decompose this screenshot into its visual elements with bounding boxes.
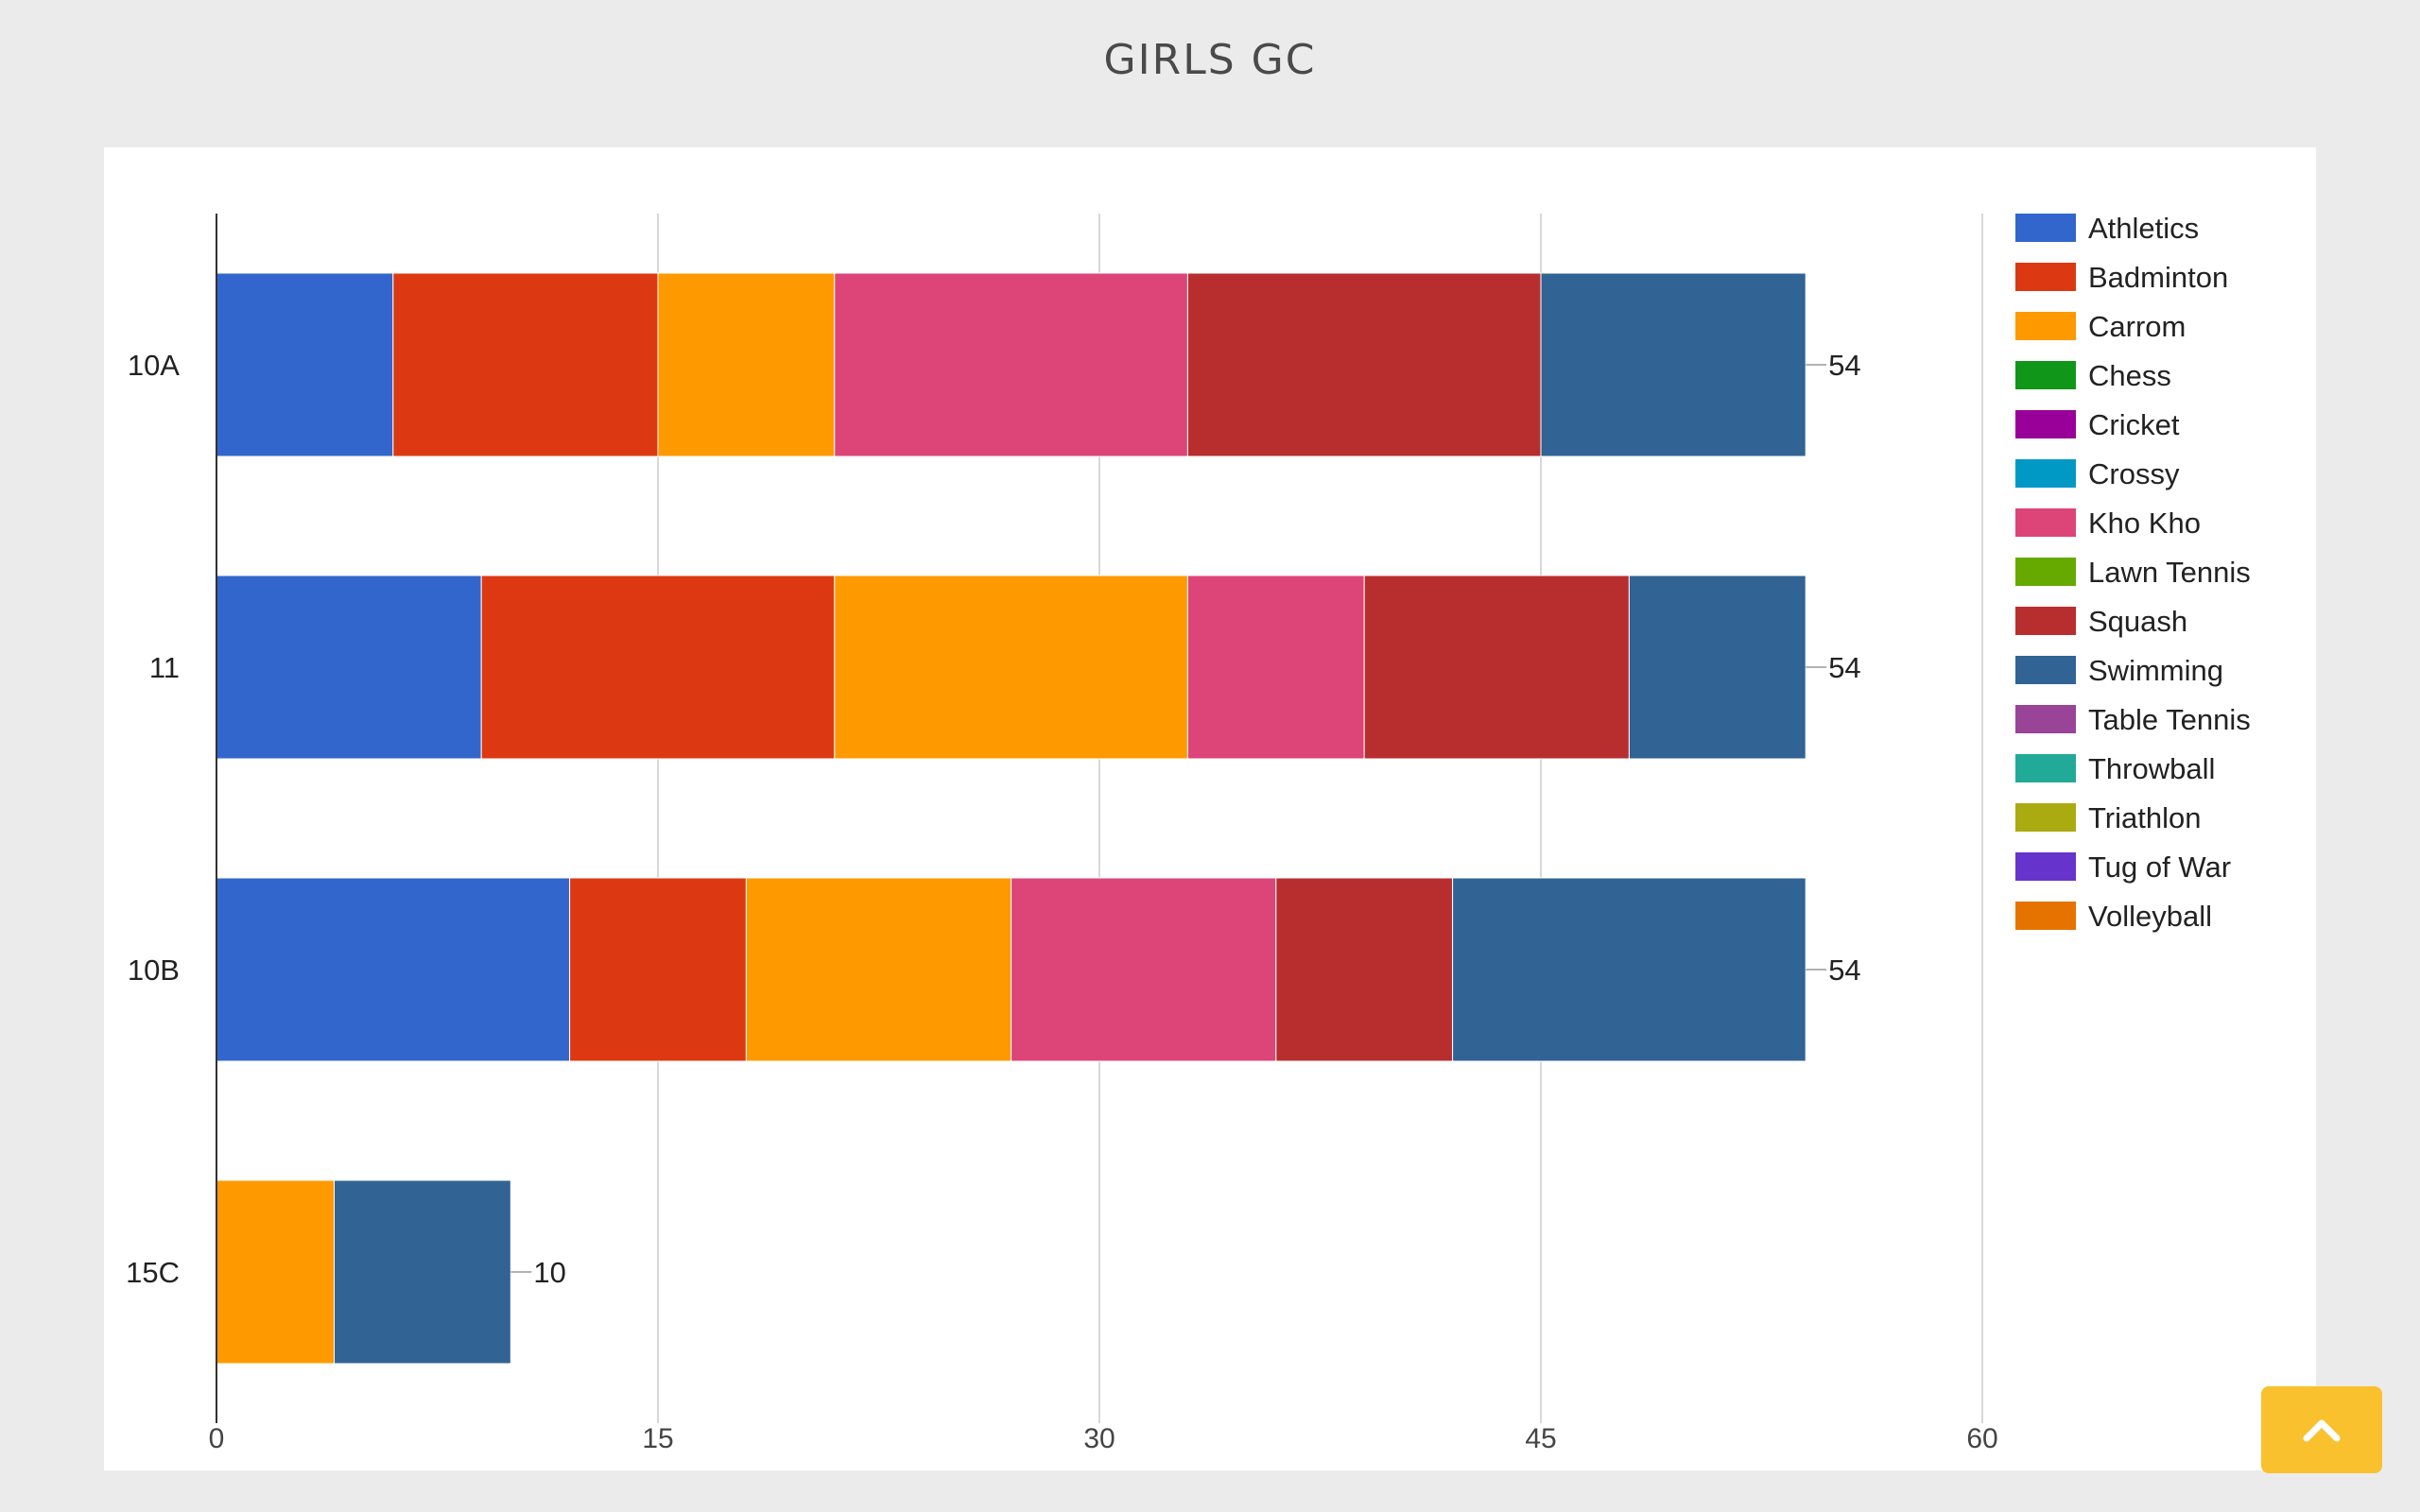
bar-segment-kho-kho[interactable] [1186, 575, 1365, 760]
legend-label: Volleyball [2088, 900, 2212, 933]
legend-swatch [2015, 312, 2076, 340]
bar-segment-athletics[interactable] [216, 877, 571, 1062]
legend-label: Lawn Tennis [2088, 556, 2251, 589]
legend-label: Chess [2088, 359, 2171, 392]
legend-swatch [2015, 852, 2076, 881]
bar-segment-badminton[interactable] [569, 877, 747, 1062]
bars [216, 272, 1806, 1365]
chevron-up-icon [2303, 1419, 2341, 1442]
legend: Athletics Badminton Carrom Chess Cricket Cros… [2015, 212, 2251, 933]
bar-segment-kho-kho[interactable] [1011, 877, 1277, 1062]
bar-segment-badminton[interactable] [392, 272, 659, 457]
legend-label: Athletics [2088, 212, 2199, 245]
legend-swatch [2015, 558, 2076, 586]
legend-label: Cricket [2088, 408, 2180, 441]
y-category-label: 10A [128, 349, 180, 382]
bar-segment-carrom[interactable] [834, 575, 1188, 760]
total-label: 54 [1828, 651, 1860, 684]
legend-swatch [2015, 902, 2076, 930]
bar-segment-swimming[interactable] [1452, 877, 1806, 1062]
legend-swatch [2015, 263, 2076, 291]
legend-swatch [2015, 508, 2076, 537]
legend-item-table-tennis[interactable]: Table Tennis [2015, 703, 2251, 736]
legend-swatch [2015, 410, 2076, 438]
legend-label: Carrom [2088, 310, 2186, 343]
legend-label: Table Tennis [2088, 703, 2251, 736]
stacked-bar-chart: 0 15 30 45 60 10A 54 11 54 10B 54 15C 10 Athletics Ba… [126, 212, 2251, 1454]
legend-item-cricket[interactable]: Cricket [2015, 408, 2180, 441]
legend-item-chess[interactable]: Chess [2015, 359, 2171, 392]
legend-label: Throwball [2088, 752, 2215, 785]
bar-segment-badminton[interactable] [480, 575, 836, 760]
x-tick-label: 0 [209, 1423, 225, 1454]
legend-label: Squash [2088, 605, 2187, 638]
legend-item-throwball[interactable]: Throwball [2015, 752, 2215, 785]
bar-segment-carrom[interactable] [216, 1179, 336, 1365]
y-category-label: 11 [149, 651, 180, 684]
bar-segment-swimming[interactable] [334, 1179, 511, 1365]
axes: 0 15 30 45 60 10A 54 11 54 10B 54 15C 10 [126, 214, 1998, 1454]
legend-swatch [2015, 607, 2076, 635]
legend-swatch [2015, 803, 2076, 832]
x-tick-label: 30 [1083, 1423, 1115, 1454]
legend-item-swimming[interactable]: Swimming [2015, 654, 2223, 687]
legend-label: Kho Kho [2088, 507, 2201, 540]
bar-segment-athletics[interactable] [216, 272, 394, 457]
bar-segment-swimming[interactable] [1628, 575, 1806, 760]
total-label: 54 [1828, 954, 1860, 987]
legend-item-kho-kho[interactable]: Kho Kho [2015, 507, 2201, 540]
legend-item-athletics[interactable]: Athletics [2015, 212, 2199, 245]
bar-segment-carrom[interactable] [657, 272, 836, 457]
scroll-to-top-button[interactable] [2261, 1386, 2382, 1473]
bar-segment-squash[interactable] [1275, 877, 1454, 1062]
bar-segment-swimming[interactable] [1540, 272, 1806, 457]
legend-swatch [2015, 214, 2076, 242]
legend-swatch [2015, 361, 2076, 389]
legend-item-badminton[interactable]: Badminton [2015, 261, 2228, 294]
x-tick-label: 60 [1966, 1423, 1997, 1454]
legend-item-triathlon[interactable]: Triathlon [2015, 801, 2201, 834]
chart-card: 0 15 30 45 60 10A 54 11 54 10B 54 15C 10 Athletics Ba… [104, 147, 2316, 1470]
y-category-label: 15C [126, 1256, 180, 1289]
legend-swatch [2015, 754, 2076, 782]
page-title: GIRLS GC [1103, 36, 1317, 84]
legend-label: Triathlon [2088, 801, 2201, 834]
legend-swatch [2015, 656, 2076, 684]
legend-label: Tug of War [2088, 850, 2231, 884]
total-label: 54 [1828, 349, 1860, 382]
legend-label: Crossy [2088, 457, 2180, 490]
total-label: 10 [533, 1256, 565, 1289]
x-tick-label: 15 [642, 1423, 673, 1454]
legend-item-tug-of-war[interactable]: Tug of War [2015, 850, 2231, 884]
legend-swatch [2015, 459, 2076, 488]
legend-item-carrom[interactable]: Carrom [2015, 310, 2186, 343]
bar-segment-squash[interactable] [1186, 272, 1542, 457]
bar-segment-athletics[interactable] [216, 575, 482, 760]
legend-item-crossy[interactable]: Crossy [2015, 457, 2180, 490]
bar-segment-squash[interactable] [1363, 575, 1630, 760]
bar-segment-carrom[interactable] [745, 877, 1012, 1062]
x-tick-label: 45 [1525, 1423, 1556, 1454]
bar-segment-kho-kho[interactable] [834, 272, 1188, 457]
legend-item-volleyball[interactable]: Volleyball [2015, 900, 2212, 933]
y-category-label: 10B [128, 954, 180, 987]
legend-item-lawn-tennis[interactable]: Lawn Tennis [2015, 556, 2251, 589]
legend-swatch [2015, 705, 2076, 733]
legend-label: Swimming [2088, 654, 2223, 687]
legend-label: Badminton [2088, 261, 2228, 294]
legend-item-squash[interactable]: Squash [2015, 605, 2187, 638]
